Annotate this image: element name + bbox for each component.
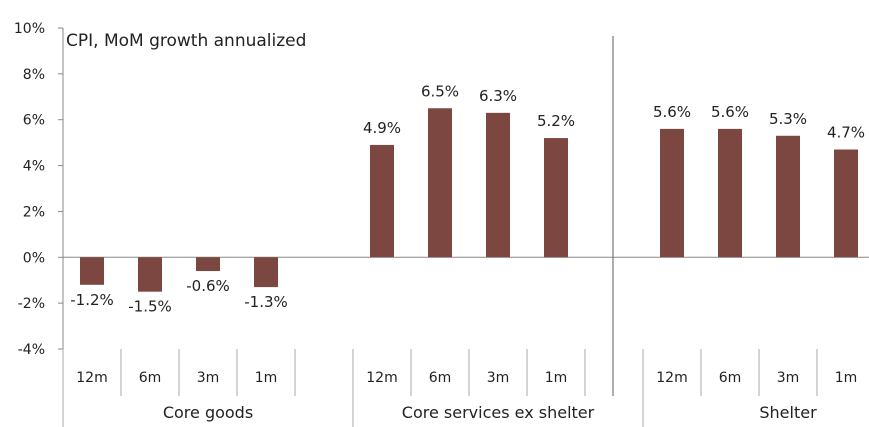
x-tick-label: 12m — [76, 370, 107, 386]
y-tick-label: 0% — [23, 250, 45, 266]
y-tick-label: 4% — [23, 159, 45, 175]
x-tick-label: 6m — [429, 370, 452, 386]
bar — [370, 144, 394, 258]
x-tick-label: 1m — [545, 370, 568, 386]
x-tick-label: 3m — [487, 370, 510, 386]
x-tick-label: 1m — [835, 370, 858, 386]
bar — [254, 257, 278, 288]
data-label: -0.6% — [186, 277, 230, 295]
bar — [834, 149, 858, 258]
bar — [776, 135, 800, 258]
data-label: 5.6% — [653, 103, 691, 121]
x-tick-label: 12m — [366, 370, 397, 386]
y-tick-label: 10% — [14, 21, 45, 37]
x-axis: 12m 6m 3m 1m Core goods 12m 6m 3m 1m Core service… — [62, 349, 858, 427]
data-label: 5.2% — [537, 112, 575, 130]
group-label: Core services ex shelter — [402, 403, 595, 422]
group-label: Core goods — [163, 403, 253, 422]
bar — [428, 108, 452, 258]
data-labels: -1.2% -1.5% -0.6% -1.3% 4.9% 6.5% 6.3% 5.2% 5.6%… — [70, 82, 865, 315]
y-tick-label: -4% — [18, 342, 45, 358]
x-tick-label: 1m — [255, 370, 278, 386]
x-tick-label: 6m — [719, 370, 742, 386]
data-label: 5.6% — [711, 103, 749, 121]
x-tick-label: 6m — [139, 370, 162, 386]
x-tick-label: 3m — [777, 370, 800, 386]
bar — [486, 112, 510, 258]
bar — [718, 128, 742, 258]
data-label: 4.9% — [363, 119, 401, 137]
chart-title: CPI, MoM growth annualized — [66, 31, 306, 51]
x-tick-label: 12m — [656, 370, 687, 386]
data-label: -1.3% — [244, 293, 288, 311]
bar — [196, 257, 220, 272]
data-label: -1.5% — [128, 298, 172, 316]
y-tick-label: 6% — [23, 113, 45, 129]
bar — [544, 138, 568, 258]
bars — [80, 108, 858, 292]
bar — [80, 257, 104, 285]
bar — [138, 257, 162, 292]
y-tick-label: 8% — [23, 67, 45, 83]
data-label: 4.7% — [827, 124, 865, 142]
data-label: 5.3% — [769, 110, 807, 128]
group-label: Shelter — [759, 403, 817, 422]
data-label: 6.3% — [479, 87, 517, 105]
data-label: -1.2% — [70, 291, 114, 309]
y-tick-label: -2% — [18, 296, 45, 312]
data-label: 6.5% — [421, 82, 459, 100]
x-tick-label: 3m — [197, 370, 220, 386]
y-tick-label: 2% — [23, 204, 45, 220]
bar — [660, 128, 684, 258]
